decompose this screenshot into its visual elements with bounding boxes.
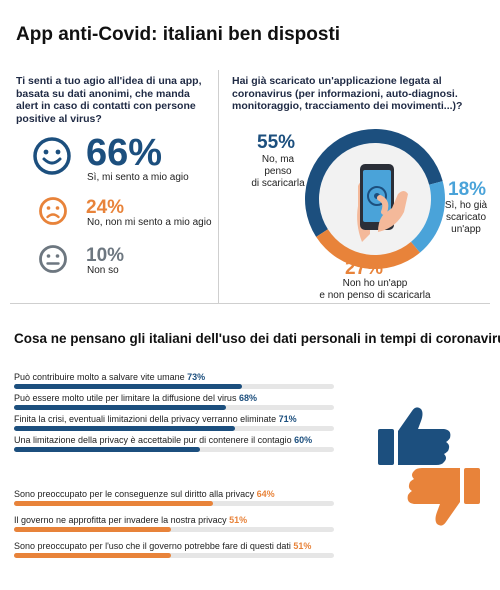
label-downloaded: Sì, ho già scaricato un'app (444, 200, 488, 235)
thumbs-up-icon (378, 407, 451, 465)
thumbs-down-icon (407, 468, 480, 526)
vertical-divider (218, 70, 219, 304)
donut-slice-will-download (305, 129, 443, 237)
donut-slice-downloaded (410, 181, 445, 253)
bar-value-label: 60% (294, 435, 313, 445)
bar-value-label: 73% (187, 372, 206, 382)
bar-category: Sono preoccupato per le conseguenze sul … (14, 489, 257, 499)
bar-category: Finita la crisi, eventuali limitazioni d… (14, 414, 279, 424)
smile-icon (33, 137, 71, 175)
bar-category: Può essere molto utile per limitare la d… (14, 393, 239, 403)
bar-label: Sono preoccupato per le conseguenze sul … (14, 489, 275, 499)
page-title: App anti-Covid: italiani ben disposti (16, 24, 341, 45)
bar-value-label: 68% (238, 393, 257, 403)
bar-fill (14, 426, 236, 431)
bar-label: Il governo ne approfitta per invadere la… (14, 515, 247, 525)
pct-yes: 66% (86, 132, 163, 174)
section-title: Cosa ne pensano gli italiani dell'uso de… (14, 331, 500, 346)
pct-downloaded: 18% (448, 179, 487, 200)
horizontal-divider (10, 303, 490, 304)
phone-hand-icon (357, 164, 408, 242)
bar-label: Sono preoccupato per l'uso che il govern… (14, 541, 311, 551)
bar-category: Può contribuire molto a salvare vite uma… (14, 372, 188, 382)
bar-fill (14, 501, 213, 506)
pct-dontknow: 10% (86, 245, 125, 266)
bar-track (14, 527, 334, 532)
bar-category: Sono preoccupato per l'uso che il govern… (14, 541, 294, 551)
bar-value-label: 51% (293, 541, 312, 551)
app-download-donut (305, 129, 445, 269)
bar-fill (14, 405, 226, 410)
bar-fill (14, 527, 172, 532)
bar-label: Può contribuire molto a salvare vite uma… (14, 372, 205, 382)
pct-wont-download: 27% (345, 258, 384, 279)
label-yes: Sì, mi sento a mio agio (87, 172, 189, 183)
donut-slice-wont-download (316, 229, 420, 269)
bar-value-label: 51% (229, 515, 248, 525)
label-dontknow: Non so (87, 265, 119, 276)
bar-label: Può essere molto utile per limitare la d… (14, 393, 257, 403)
pct-will-download: 55% (257, 132, 296, 153)
pct-no: 24% (86, 197, 125, 218)
bar-fill (14, 447, 200, 452)
label-no: No, non mi sento a mio agio (87, 217, 212, 228)
bar-track (14, 553, 334, 558)
neutral-icon (39, 245, 67, 273)
bar-category: Una limitazione della privacy è accettab… (14, 435, 295, 445)
bar-category: Il governo ne approfitta per invadere la… (14, 515, 230, 525)
bar-label: Finita la crisi, eventuali limitazioni d… (14, 414, 297, 424)
frown-icon (39, 197, 67, 225)
label-wont-download: Non ho un'app e non penso di scaricarla (319, 278, 431, 301)
left-question: Ti senti a tuo agio all'idea di una app,… (16, 75, 202, 125)
bar-value-label: 71% (278, 414, 297, 424)
label-will-download: No, ma penso di scaricarla (251, 154, 305, 189)
bar-fill (14, 384, 242, 389)
right-question: Hai già scaricato un'applicazione legata… (232, 75, 463, 112)
bar-fill (14, 553, 172, 558)
bar-value-label: 64% (256, 489, 275, 499)
bar-label: Una limitazione della privacy è accettab… (14, 435, 312, 445)
